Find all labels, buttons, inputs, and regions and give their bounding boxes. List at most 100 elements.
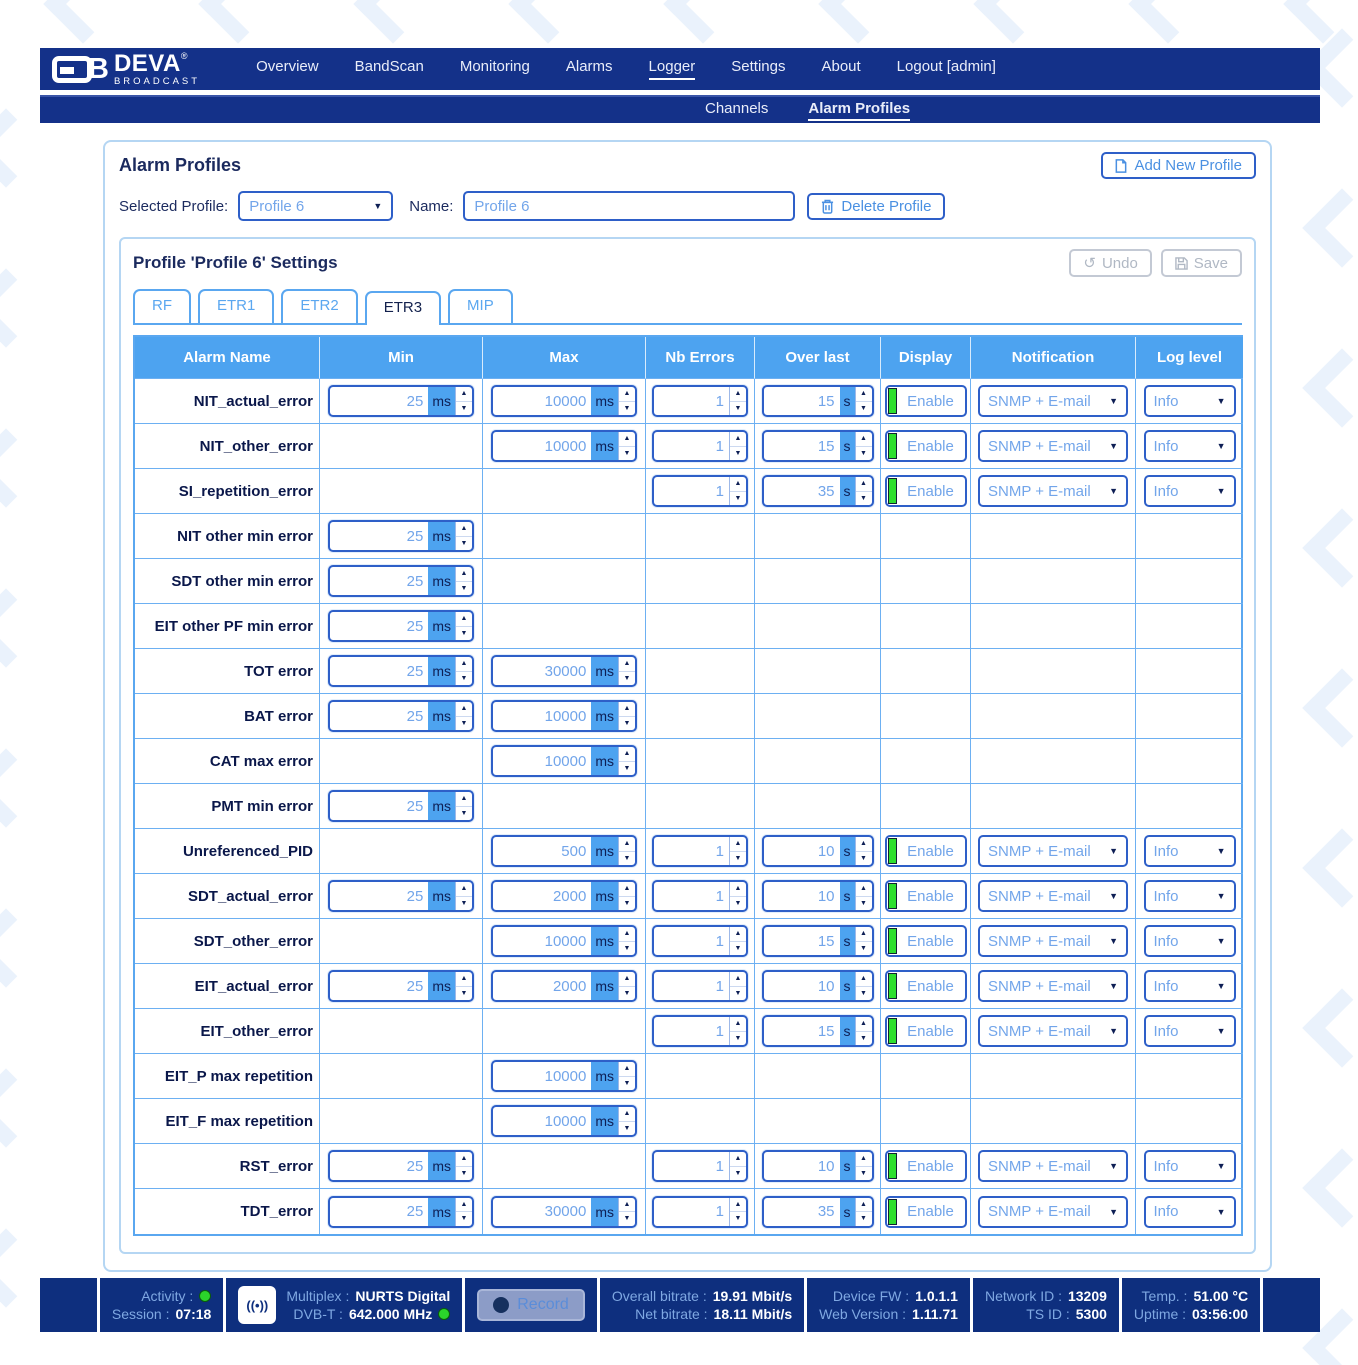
spin-down-button[interactable]: ▼ (460, 719, 468, 727)
nav-item-logout-admin[interactable]: Logout [admin] (896, 58, 996, 75)
min-input[interactable] (330, 1152, 429, 1180)
spin-down-button[interactable]: ▼ (623, 989, 631, 997)
spin-down-button[interactable]: ▼ (460, 584, 468, 592)
spin-down-button[interactable]: ▼ (460, 989, 468, 997)
spin-down-button[interactable]: ▼ (734, 1169, 742, 1177)
spin-up-button[interactable]: ▲ (730, 387, 746, 402)
spin-down-button[interactable]: ▼ (460, 404, 468, 412)
spin-up-button[interactable]: ▲ (456, 1152, 472, 1167)
spin-up-button[interactable]: ▲ (619, 1107, 635, 1122)
nb-errors-input[interactable] (654, 1197, 729, 1226)
spin-down-button[interactable]: ▼ (623, 854, 631, 862)
spin-up-button[interactable]: ▲ (456, 567, 472, 582)
spin-up-button[interactable]: ▲ (456, 387, 472, 402)
spin-up-button[interactable]: ▲ (855, 432, 872, 447)
over-last-input[interactable] (763, 972, 840, 1000)
spin-down-button[interactable]: ▼ (623, 1215, 631, 1223)
display-enable-button[interactable]: Enable (884, 880, 967, 912)
spin-down-button[interactable]: ▼ (623, 944, 631, 952)
max-input[interactable] (493, 657, 592, 685)
nav-item-alarms[interactable]: Alarms (565, 58, 613, 75)
spin-up-button[interactable]: ▲ (730, 882, 746, 897)
notification-select[interactable]: SNMP + E-mail ▼ (978, 475, 1128, 507)
spin-up-button[interactable]: ▲ (456, 882, 472, 897)
notification-select[interactable]: SNMP + E-mail ▼ (978, 385, 1128, 417)
over-last-input[interactable] (763, 882, 840, 910)
spin-down-button[interactable]: ▼ (460, 1215, 468, 1223)
min-input[interactable] (330, 387, 429, 415)
notification-select[interactable]: SNMP + E-mail ▼ (978, 430, 1128, 462)
nb-errors-input[interactable] (654, 882, 729, 910)
spin-down-button[interactable]: ▼ (460, 629, 468, 637)
log-level-select[interactable]: Info ▼ (1143, 430, 1236, 462)
nb-errors-input[interactable] (654, 387, 729, 415)
log-level-select[interactable]: Info ▼ (1143, 1015, 1236, 1047)
spin-down-button[interactable]: ▼ (460, 899, 468, 907)
spin-up-button[interactable]: ▲ (619, 387, 635, 402)
spin-up-button[interactable]: ▲ (619, 882, 635, 897)
nb-errors-input[interactable] (654, 837, 729, 865)
spin-down-button[interactable]: ▼ (734, 944, 742, 952)
max-input[interactable] (493, 1062, 592, 1090)
min-input[interactable] (330, 1197, 429, 1226)
spin-up-button[interactable]: ▲ (619, 1062, 635, 1077)
spin-up-button[interactable]: ▲ (730, 477, 746, 492)
log-level-select[interactable]: Info ▼ (1143, 385, 1236, 417)
log-level-select[interactable]: Info ▼ (1143, 1150, 1236, 1182)
spin-down-button[interactable]: ▼ (623, 719, 631, 727)
spin-up-button[interactable]: ▲ (730, 1152, 746, 1167)
spin-up-button[interactable]: ▲ (619, 1198, 635, 1212)
over-last-input[interactable] (763, 1017, 840, 1045)
delete-profile-button[interactable]: Delete Profile (807, 192, 946, 220)
spin-up-button[interactable]: ▲ (855, 882, 872, 897)
save-button[interactable]: Save (1160, 249, 1242, 277)
nav-item-monitoring[interactable]: Monitoring (459, 58, 530, 75)
profile-name-input[interactable] (463, 191, 796, 221)
max-input[interactable] (493, 927, 592, 955)
spin-down-button[interactable]: ▼ (734, 854, 742, 862)
spin-down-button[interactable]: ▼ (623, 674, 631, 682)
spin-down-button[interactable]: ▼ (623, 764, 631, 772)
nav-item-about[interactable]: About (821, 58, 861, 75)
spin-down-button[interactable]: ▼ (860, 404, 867, 412)
log-level-select[interactable]: Info ▼ (1143, 925, 1236, 957)
max-input[interactable] (493, 747, 592, 775)
display-enable-button[interactable]: Enable (884, 385, 967, 417)
display-enable-button[interactable]: Enable (884, 1150, 967, 1182)
min-input[interactable] (330, 882, 429, 910)
nav-item-overview[interactable]: Overview (256, 58, 319, 75)
subnav-item-channels[interactable]: Channels (705, 99, 769, 117)
spin-down-button[interactable]: ▼ (623, 1124, 631, 1132)
spin-down-button[interactable]: ▼ (860, 449, 867, 457)
tab-mip[interactable]: MIP (448, 289, 513, 323)
spin-up-button[interactable]: ▲ (619, 702, 635, 717)
over-last-input[interactable] (763, 927, 840, 955)
max-input[interactable] (493, 387, 592, 415)
spin-down-button[interactable]: ▼ (860, 1215, 867, 1223)
spin-up-button[interactable]: ▲ (456, 702, 472, 717)
spin-up-button[interactable]: ▲ (619, 927, 635, 942)
log-level-select[interactable]: Info ▼ (1143, 835, 1236, 867)
nav-item-bandscan[interactable]: BandScan (354, 58, 424, 75)
subnav-item-alarm-profiles[interactable]: Alarm Profiles (808, 100, 911, 121)
max-input[interactable] (493, 972, 592, 1000)
spin-up-button[interactable]: ▲ (855, 837, 872, 852)
spin-up-button[interactable]: ▲ (456, 612, 472, 627)
spin-down-button[interactable]: ▼ (734, 899, 742, 907)
max-input[interactable] (493, 1197, 592, 1226)
min-input[interactable] (330, 792, 429, 820)
notification-select[interactable]: SNMP + E-mail ▼ (978, 1015, 1128, 1047)
spin-up-button[interactable]: ▲ (855, 477, 872, 492)
spin-up-button[interactable]: ▲ (855, 972, 872, 987)
nb-errors-input[interactable] (654, 927, 729, 955)
display-enable-button[interactable]: Enable (884, 475, 967, 507)
display-enable-button[interactable]: Enable (884, 1195, 967, 1228)
min-input[interactable] (330, 612, 429, 640)
nb-errors-input[interactable] (654, 432, 729, 460)
spin-up-button[interactable]: ▲ (619, 657, 635, 672)
max-input[interactable] (493, 702, 592, 730)
notification-select[interactable]: SNMP + E-mail ▼ (978, 970, 1128, 1002)
spin-down-button[interactable]: ▼ (860, 494, 867, 502)
spin-up-button[interactable]: ▲ (730, 972, 746, 987)
nb-errors-input[interactable] (654, 972, 729, 1000)
